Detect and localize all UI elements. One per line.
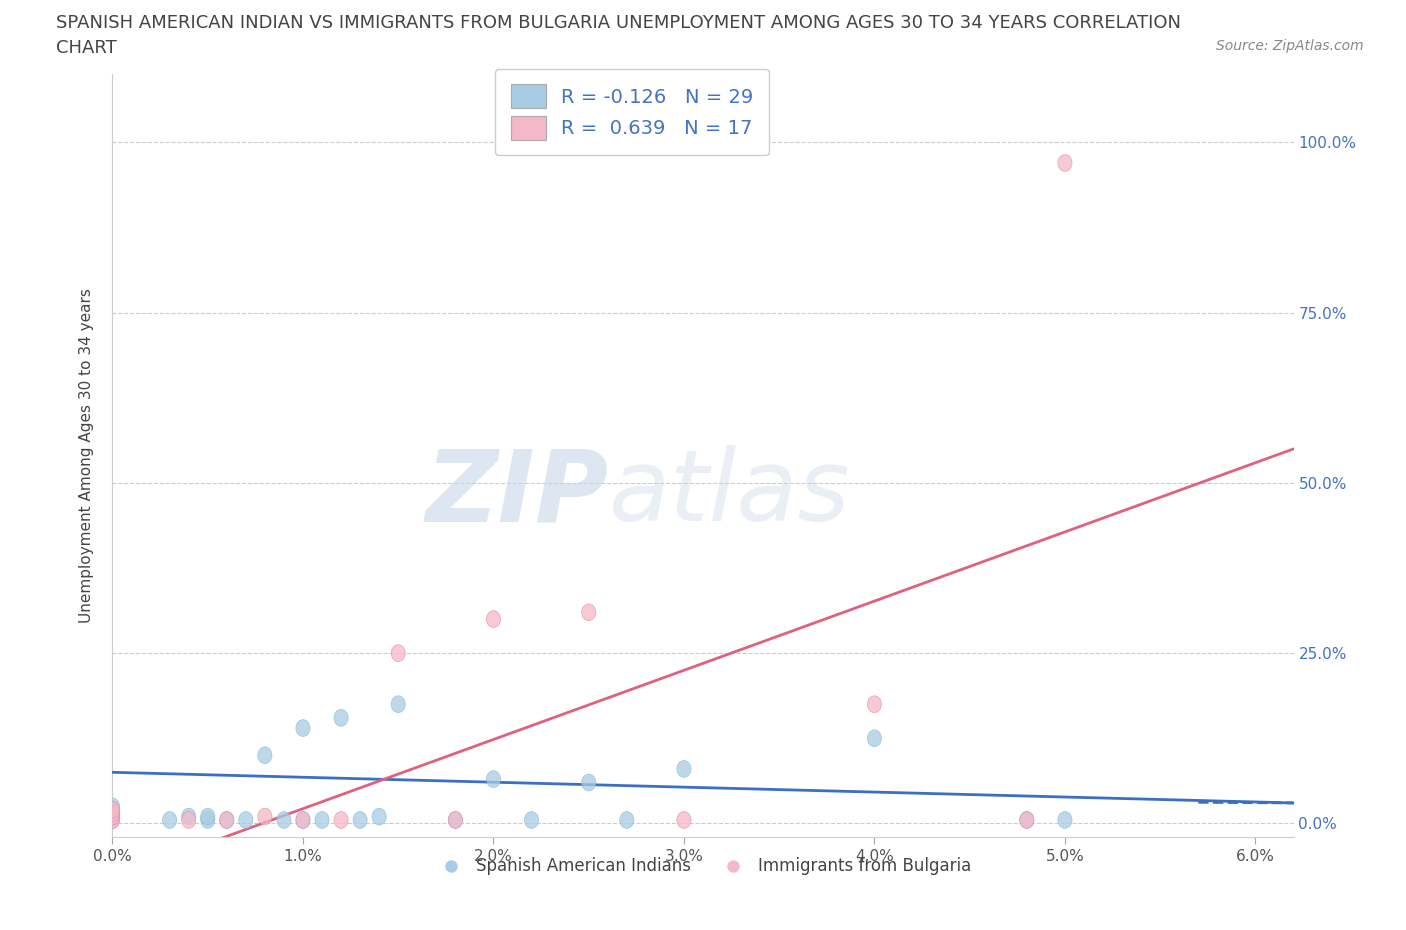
Ellipse shape bbox=[105, 812, 120, 829]
Ellipse shape bbox=[257, 808, 271, 825]
Ellipse shape bbox=[163, 812, 177, 829]
Ellipse shape bbox=[105, 798, 120, 815]
Ellipse shape bbox=[181, 812, 195, 829]
Ellipse shape bbox=[105, 808, 120, 825]
Ellipse shape bbox=[181, 808, 195, 825]
Ellipse shape bbox=[1019, 812, 1033, 829]
Ellipse shape bbox=[295, 720, 311, 737]
Ellipse shape bbox=[295, 812, 311, 829]
Text: ZIP: ZIP bbox=[426, 445, 609, 542]
Ellipse shape bbox=[391, 696, 405, 712]
Ellipse shape bbox=[315, 812, 329, 829]
Ellipse shape bbox=[201, 808, 215, 825]
Ellipse shape bbox=[391, 644, 405, 661]
Ellipse shape bbox=[353, 812, 367, 829]
Ellipse shape bbox=[486, 771, 501, 788]
Ellipse shape bbox=[105, 802, 120, 818]
Ellipse shape bbox=[105, 804, 120, 821]
Ellipse shape bbox=[277, 812, 291, 829]
Ellipse shape bbox=[486, 611, 501, 628]
Ellipse shape bbox=[676, 761, 690, 777]
Text: Source: ZipAtlas.com: Source: ZipAtlas.com bbox=[1216, 39, 1364, 53]
Ellipse shape bbox=[449, 812, 463, 829]
Ellipse shape bbox=[295, 812, 311, 829]
Ellipse shape bbox=[524, 812, 538, 829]
Ellipse shape bbox=[105, 804, 120, 821]
Ellipse shape bbox=[1057, 154, 1071, 171]
Text: SPANISH AMERICAN INDIAN VS IMMIGRANTS FROM BULGARIA UNEMPLOYMENT AMONG AGES 30 T: SPANISH AMERICAN INDIAN VS IMMIGRANTS FR… bbox=[56, 14, 1181, 32]
Ellipse shape bbox=[868, 730, 882, 747]
Ellipse shape bbox=[219, 812, 233, 829]
Ellipse shape bbox=[335, 710, 349, 726]
Ellipse shape bbox=[620, 812, 634, 829]
Ellipse shape bbox=[239, 812, 253, 829]
Ellipse shape bbox=[582, 774, 596, 790]
Ellipse shape bbox=[676, 812, 690, 829]
Legend: Spanish American Indians, Immigrants from Bulgaria: Spanish American Indians, Immigrants fro… bbox=[427, 851, 979, 882]
Ellipse shape bbox=[105, 808, 120, 825]
Ellipse shape bbox=[105, 812, 120, 829]
Ellipse shape bbox=[582, 604, 596, 620]
Y-axis label: Unemployment Among Ages 30 to 34 years: Unemployment Among Ages 30 to 34 years bbox=[79, 288, 94, 623]
Ellipse shape bbox=[449, 812, 463, 829]
Ellipse shape bbox=[1019, 812, 1033, 829]
Ellipse shape bbox=[219, 812, 233, 829]
Ellipse shape bbox=[1057, 812, 1071, 829]
Ellipse shape bbox=[868, 696, 882, 712]
Ellipse shape bbox=[335, 812, 349, 829]
Text: atlas: atlas bbox=[609, 445, 851, 542]
Ellipse shape bbox=[201, 812, 215, 829]
Ellipse shape bbox=[105, 802, 120, 818]
Text: CHART: CHART bbox=[56, 39, 117, 57]
Ellipse shape bbox=[257, 747, 271, 764]
Ellipse shape bbox=[373, 808, 387, 825]
